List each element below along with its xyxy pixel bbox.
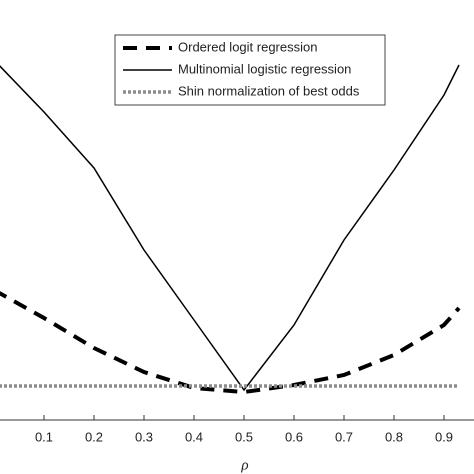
series-line [0,64,460,392]
legend-label: Ordered logit regression [178,39,317,54]
x-tick-label: 0.2 [85,429,103,444]
series-line [0,291,461,395]
x-tick-label: 0.6 [285,429,303,444]
legend-label: Shin normalization of best odds [178,83,360,98]
x-tick-label: 0.9 [435,429,453,444]
x-tick-label: 0.4 [185,429,203,444]
x-tick-label: 0.5 [235,429,253,444]
x-tick-label: 0.8 [385,429,403,444]
x-axis-label: ρ [240,457,248,473]
x-tick-label: 0.3 [135,429,153,444]
legend-label: Multinomial logistic regression [178,61,351,76]
x-tick-label: 0.1 [35,429,53,444]
x-tick-label: 0.7 [335,429,353,444]
